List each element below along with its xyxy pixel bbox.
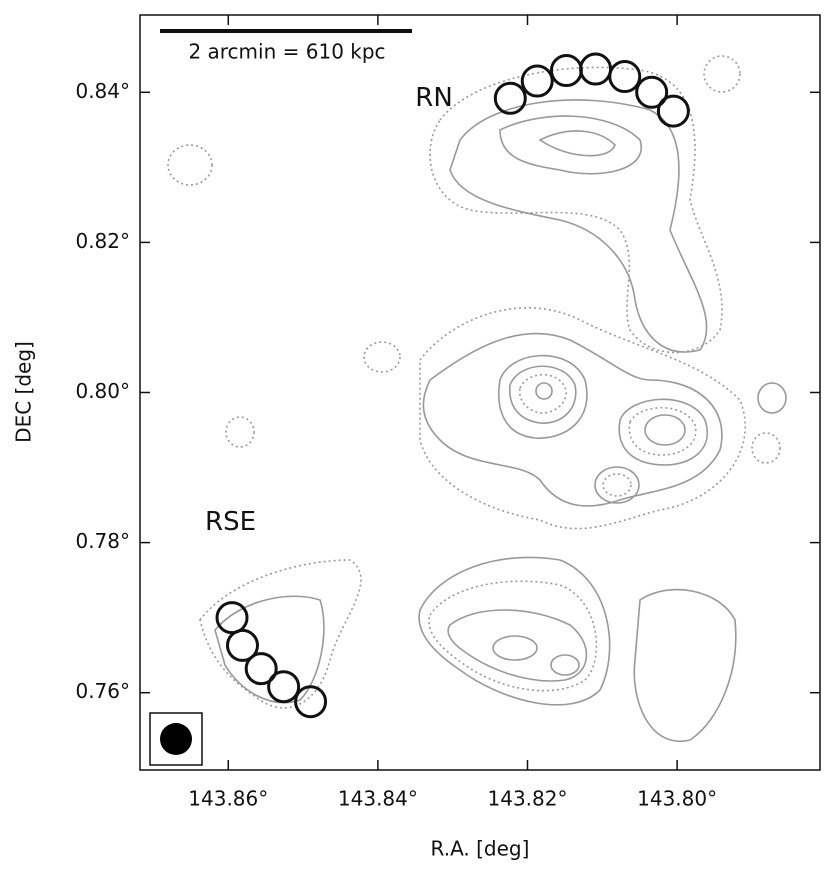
x-axis-label: R.A. [deg] — [431, 837, 530, 861]
region-circle — [215, 601, 249, 635]
y-tick-label: 0.78° — [75, 529, 130, 553]
region-circle — [579, 52, 613, 86]
region-label: RSE — [205, 507, 256, 537]
region-circle — [267, 670, 301, 704]
y-tick-label: 0.82° — [75, 229, 130, 253]
region-circle — [520, 64, 554, 98]
scale-bar-label: 2 arcmin = 610 kpc — [188, 40, 385, 64]
region-circle — [225, 628, 259, 662]
y-tick-label: 0.84° — [75, 79, 130, 103]
plot-frame — [139, 14, 821, 771]
x-tick-label: 143.80° — [637, 787, 717, 811]
x-tick-label: 143.86° — [188, 787, 268, 811]
region-circle — [493, 81, 527, 115]
region-circle — [549, 54, 583, 88]
region-circle — [294, 685, 328, 719]
beam — [160, 723, 192, 755]
x-tick-label: 143.84° — [338, 787, 418, 811]
contours — [167, 55, 787, 743]
y-axis-label: DEC [deg] — [12, 341, 36, 443]
region-circle — [635, 75, 669, 109]
region-circle — [656, 94, 690, 128]
y-tick-label: 0.76° — [75, 679, 130, 703]
y-tick-label: 0.80° — [75, 379, 130, 403]
region-label: RN — [415, 83, 453, 113]
x-tick-label: 143.82° — [488, 787, 568, 811]
beam-box — [149, 712, 203, 766]
region-circle — [244, 652, 278, 686]
region-circle — [608, 60, 642, 94]
